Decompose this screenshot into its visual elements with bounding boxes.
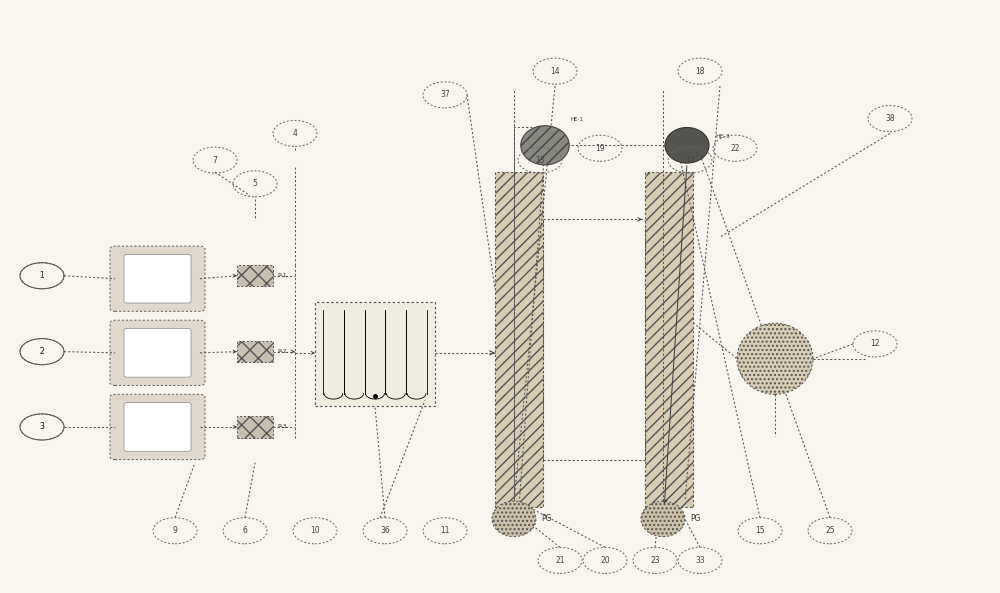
Text: PG: PG	[690, 514, 701, 524]
FancyBboxPatch shape	[124, 329, 191, 377]
Text: 38: 38	[885, 114, 895, 123]
Text: 13: 13	[535, 155, 545, 165]
Text: 25: 25	[825, 526, 835, 535]
FancyBboxPatch shape	[645, 172, 693, 507]
Text: HE-3: HE-3	[715, 134, 730, 139]
FancyBboxPatch shape	[110, 394, 205, 460]
Text: 7: 7	[213, 155, 217, 165]
Ellipse shape	[665, 127, 709, 163]
Ellipse shape	[641, 501, 685, 537]
Text: 6: 6	[243, 526, 247, 535]
Text: 22: 22	[730, 144, 740, 153]
Text: 19: 19	[595, 144, 605, 153]
Text: 15: 15	[755, 526, 765, 535]
Ellipse shape	[521, 126, 569, 165]
Text: 3: 3	[40, 422, 44, 432]
FancyBboxPatch shape	[110, 320, 205, 385]
Text: 37: 37	[440, 90, 450, 100]
Ellipse shape	[737, 323, 813, 394]
Text: HE-1: HE-1	[570, 117, 583, 122]
Ellipse shape	[492, 501, 536, 537]
Text: P-3: P-3	[277, 425, 287, 429]
Text: 10: 10	[310, 526, 320, 535]
Text: 33: 33	[695, 556, 705, 565]
Text: 20: 20	[600, 556, 610, 565]
Text: 2: 2	[40, 347, 44, 356]
Text: 17: 17	[685, 155, 695, 165]
FancyBboxPatch shape	[237, 265, 273, 286]
Text: 36: 36	[380, 526, 390, 535]
FancyBboxPatch shape	[124, 254, 191, 303]
Text: 14: 14	[550, 66, 560, 76]
Text: 2: 2	[40, 347, 44, 356]
Text: 4: 4	[293, 129, 297, 138]
FancyBboxPatch shape	[315, 302, 435, 406]
FancyBboxPatch shape	[124, 403, 191, 451]
Text: P-1: P-1	[277, 273, 287, 278]
FancyBboxPatch shape	[495, 172, 543, 507]
Text: 23: 23	[650, 556, 660, 565]
Text: 18: 18	[695, 66, 705, 76]
Text: 5: 5	[253, 179, 257, 189]
FancyBboxPatch shape	[110, 246, 205, 311]
FancyBboxPatch shape	[237, 416, 273, 438]
Text: 21: 21	[555, 556, 565, 565]
Text: 1: 1	[40, 271, 44, 280]
Text: PG: PG	[541, 514, 552, 524]
Text: 1: 1	[40, 271, 44, 280]
Text: P-2: P-2	[277, 349, 287, 354]
Text: 12: 12	[870, 339, 880, 349]
FancyBboxPatch shape	[237, 341, 273, 362]
Text: 11: 11	[440, 526, 450, 535]
Text: 3: 3	[40, 422, 44, 432]
Text: 9: 9	[173, 526, 177, 535]
